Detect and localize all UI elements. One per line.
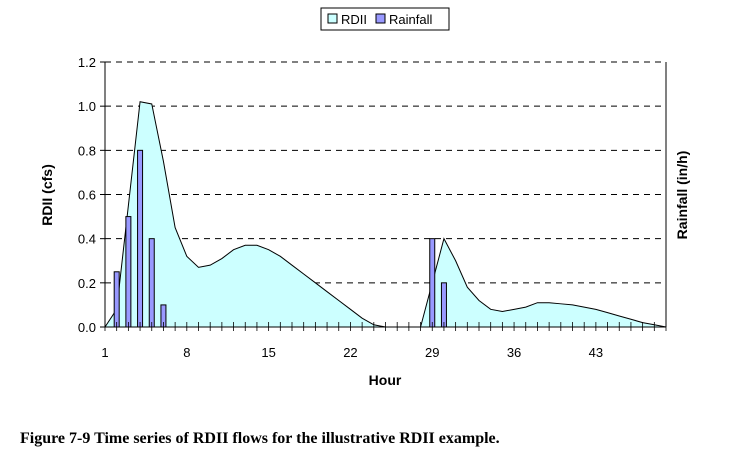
x-tick-label: 29 bbox=[425, 345, 439, 360]
rainfall-bar-series bbox=[113, 149, 447, 328]
rdii-area-fill bbox=[105, 101, 666, 327]
y-tick-label: 0.2 bbox=[78, 276, 96, 291]
y-axis-title: RDII (cfs) bbox=[39, 164, 55, 225]
rainfall-bar bbox=[440, 282, 447, 328]
legend-swatch-rdii bbox=[327, 13, 338, 24]
x-tick-label: 22 bbox=[343, 345, 357, 360]
y-tick-labels: 0.0 0.2 0.4 0.6 0.8 1.0 1.2 bbox=[78, 55, 105, 335]
x-tick-label: 43 bbox=[589, 345, 603, 360]
y-tick-label: 0.4 bbox=[78, 232, 96, 247]
y2-axis-title: Rainfall (in/h) bbox=[674, 151, 690, 240]
y-tick-label: 0.0 bbox=[78, 320, 96, 335]
y-tick-label: 1.0 bbox=[78, 99, 96, 114]
x-tick-labels: 1 8 15 22 29 36 43 bbox=[101, 322, 667, 360]
y-tick-label: 0.8 bbox=[78, 143, 96, 158]
legend-label-rdii: RDII bbox=[341, 12, 367, 27]
x-tick-label: 36 bbox=[507, 345, 521, 360]
rainfall-bar bbox=[148, 238, 155, 328]
rainfall-bar bbox=[125, 216, 132, 328]
rainfall-bar bbox=[137, 149, 144, 328]
rainfall-bar bbox=[113, 271, 120, 328]
x-tick-label: 8 bbox=[183, 345, 190, 360]
rainfall-bar bbox=[429, 238, 436, 328]
legend-swatch-rainfall bbox=[375, 13, 386, 24]
y-tick-label: 0.6 bbox=[78, 188, 96, 203]
chart-legend: RDII Rainfall bbox=[320, 7, 450, 31]
legend-label-rainfall: Rainfall bbox=[389, 12, 432, 27]
x-axis-title: Hour bbox=[369, 372, 402, 388]
y-tick-label: 1.2 bbox=[78, 55, 96, 70]
x-tick-label: 1 bbox=[101, 345, 108, 360]
x-tick-label: 15 bbox=[261, 345, 275, 360]
figure-caption: Figure 7-9 Time series of RDII flows for… bbox=[20, 430, 500, 447]
